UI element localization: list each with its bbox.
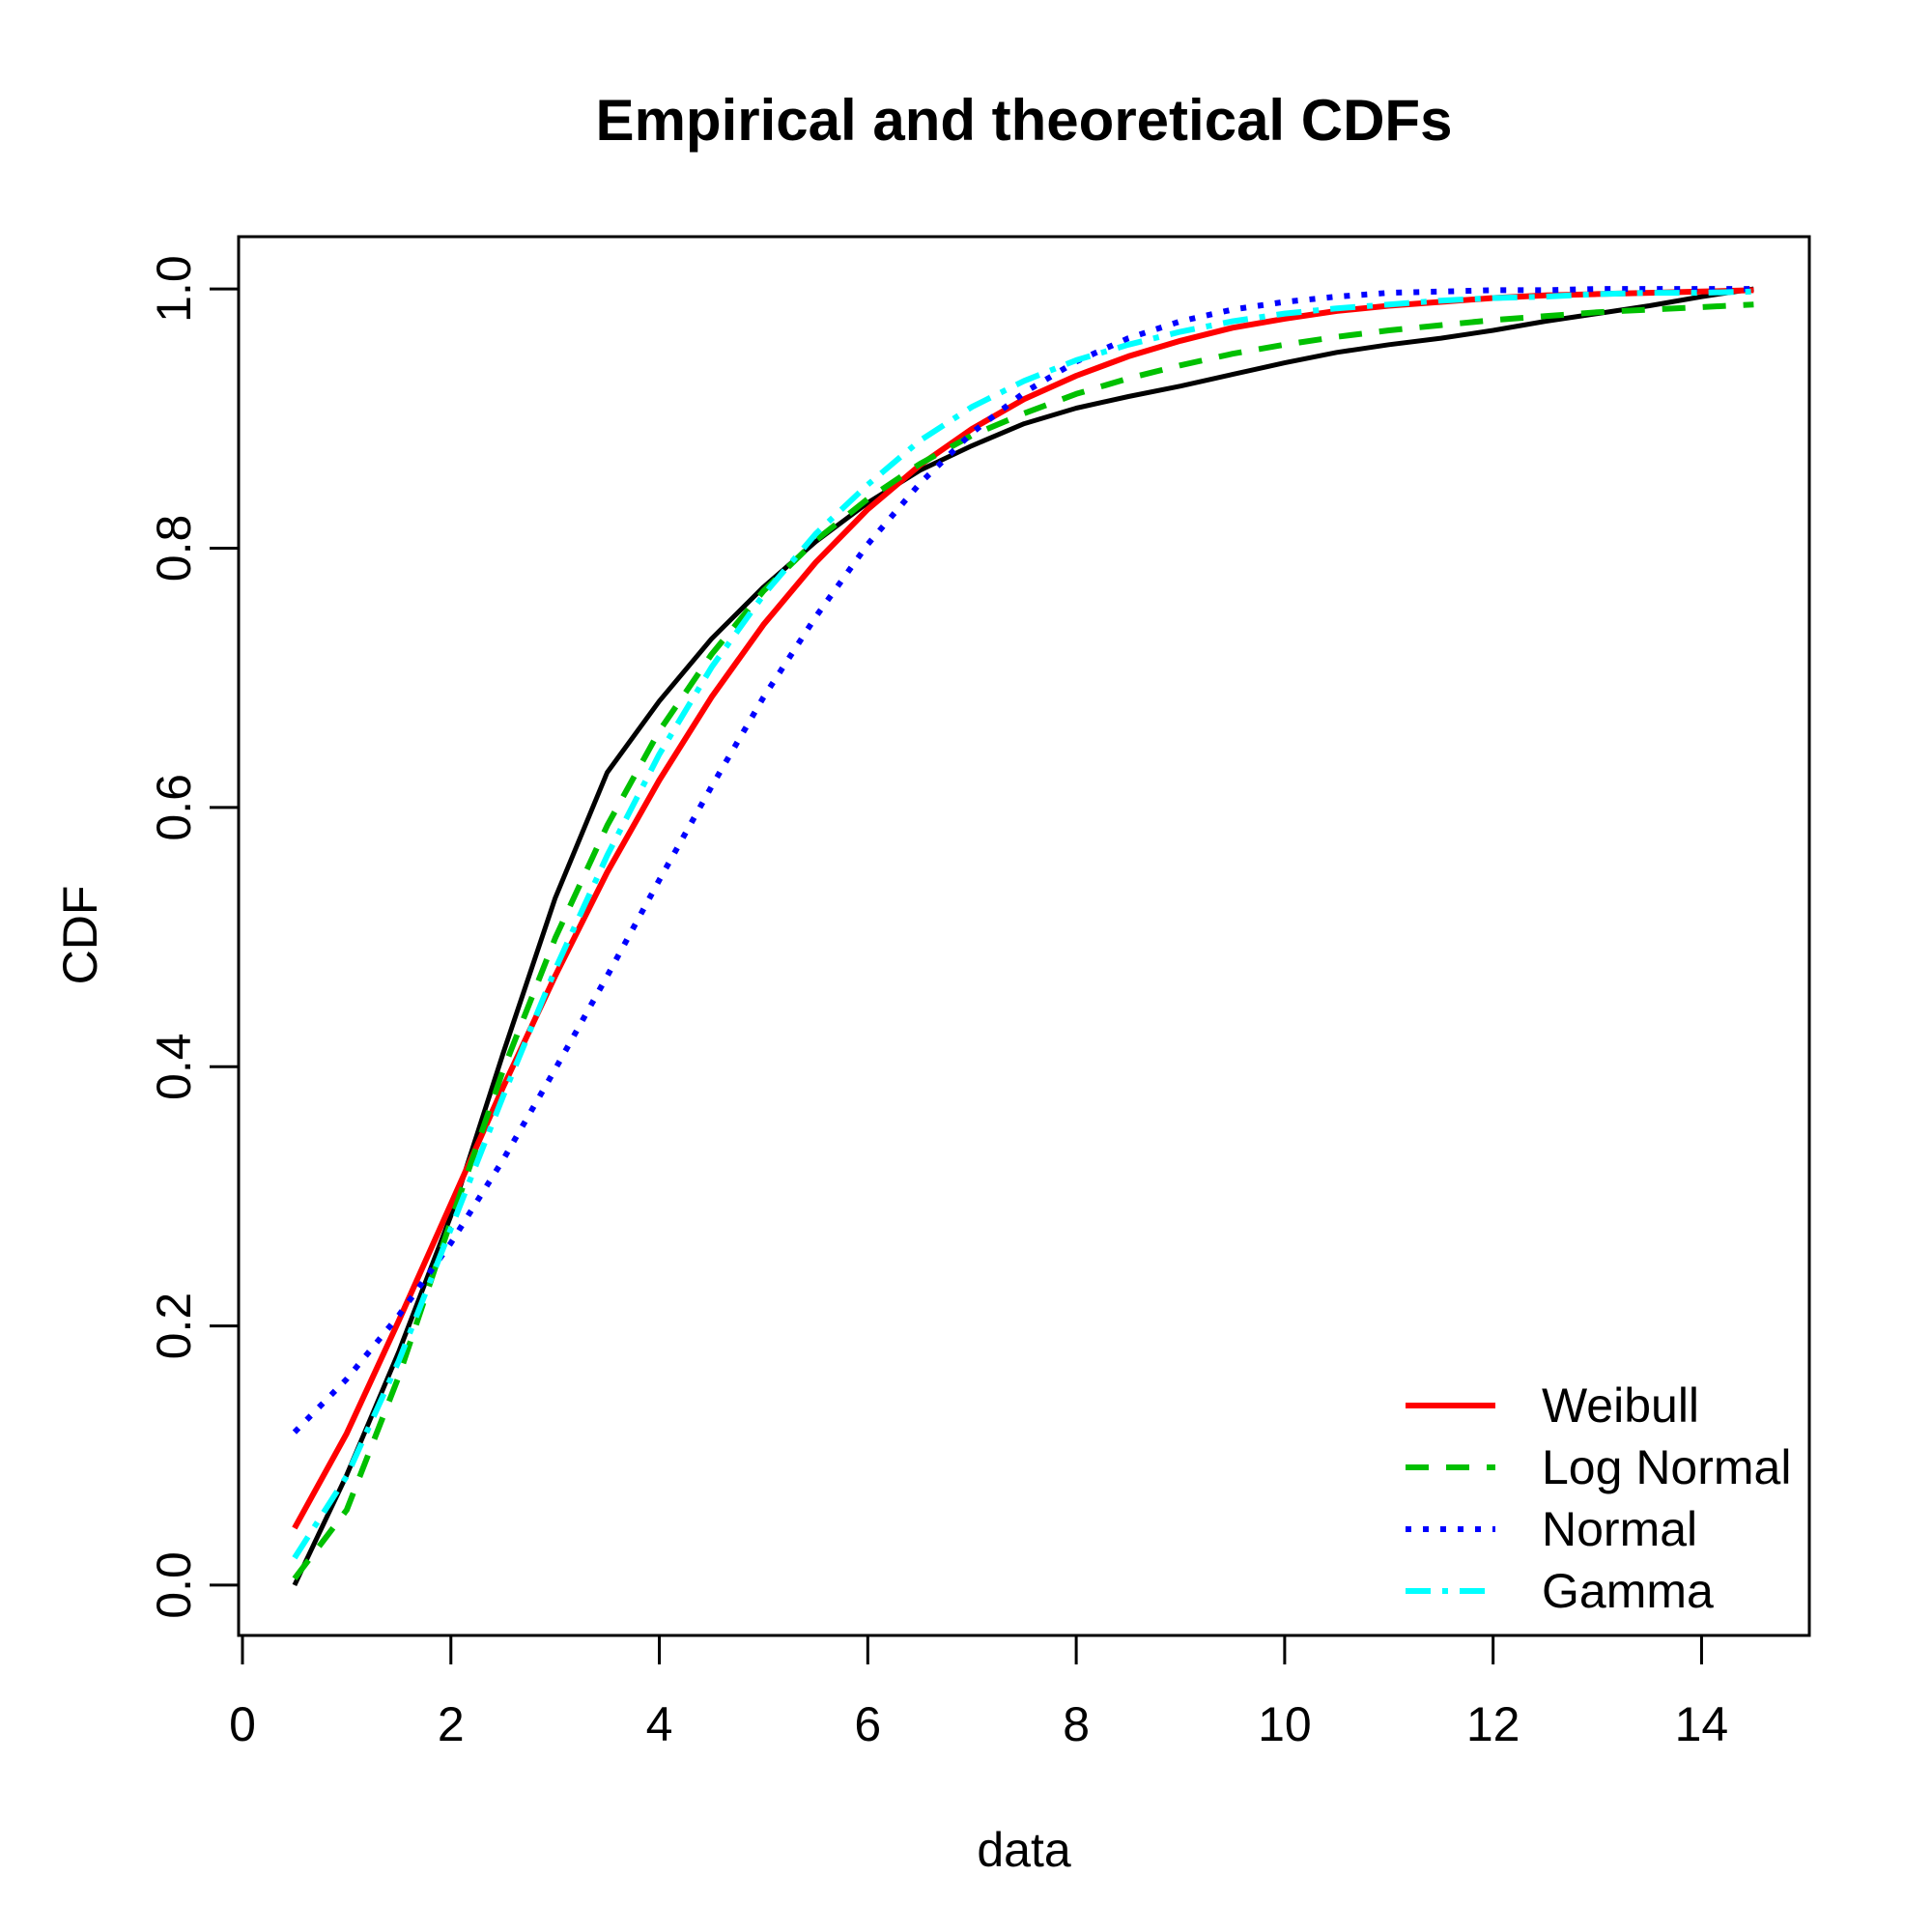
x-tick-label-12: 12 bbox=[1466, 1697, 1520, 1751]
series-weibull-curve bbox=[292, 287, 1754, 1530]
legend-item-gamma-label: Gamma bbox=[1542, 1564, 1714, 1618]
y-tick-label-1.0: 1.0 bbox=[147, 255, 201, 323]
x-tick-label-0: 0 bbox=[229, 1697, 256, 1751]
x-axis-label: data bbox=[977, 1823, 1071, 1877]
x-tick-label-2: 2 bbox=[438, 1697, 465, 1751]
legend-item-weibull-label: Weibull bbox=[1542, 1378, 1699, 1433]
y-axis-ticks: 0.0 0.2 0.4 0.6 0.8 1.0 bbox=[147, 255, 239, 1619]
series-empirical-curve bbox=[292, 286, 1754, 1586]
plot-title: Empirical and theoretical CDFs bbox=[596, 88, 1453, 153]
y-tick-label-0.6: 0.6 bbox=[147, 774, 201, 841]
x-tick-label-10: 10 bbox=[1258, 1697, 1312, 1751]
y-tick-label-0.8: 0.8 bbox=[147, 515, 201, 582]
x-tick-label-14: 14 bbox=[1675, 1697, 1729, 1751]
plot-box bbox=[237, 235, 1811, 1637]
y-axis-label: CDF bbox=[53, 886, 107, 985]
series-log-normal-curve bbox=[292, 301, 1754, 1581]
x-tick-label-8: 8 bbox=[1063, 1697, 1090, 1751]
series-normal-curve bbox=[292, 286, 1754, 1435]
x-tick-label-6: 6 bbox=[854, 1697, 881, 1751]
series-gamma-curve bbox=[292, 288, 1754, 1560]
x-tick-label-4: 4 bbox=[646, 1697, 673, 1751]
y-tick-label-0.2: 0.2 bbox=[147, 1293, 201, 1360]
legend: Weibull Log Normal Normal Gamma bbox=[1406, 1378, 1791, 1618]
x-axis-ticks: 0 2 4 6 8 10 12 14 bbox=[229, 1635, 1728, 1751]
legend-item-normal-label: Normal bbox=[1542, 1502, 1697, 1556]
legend-item-log-normal-label: Log Normal bbox=[1542, 1440, 1791, 1494]
series-layer bbox=[292, 286, 1754, 1586]
y-tick-label-0.0: 0.0 bbox=[147, 1551, 201, 1619]
y-tick-label-0.4: 0.4 bbox=[147, 1033, 201, 1100]
